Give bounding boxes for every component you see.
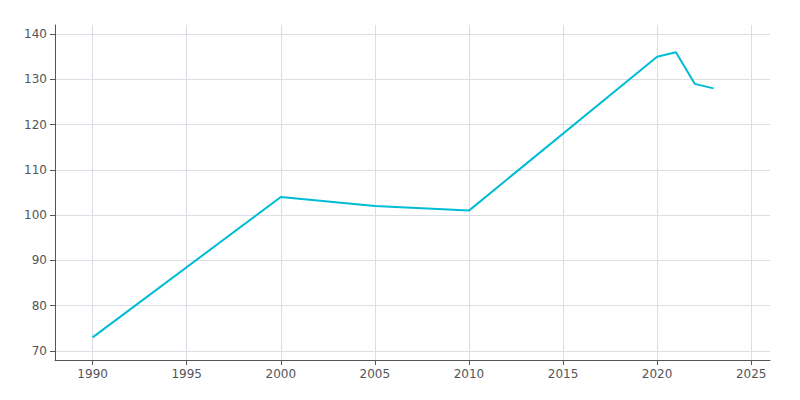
svg-text:2000: 2000: [266, 367, 297, 381]
svg-text:2025: 2025: [736, 367, 767, 381]
svg-text:1995: 1995: [171, 367, 202, 381]
svg-text:90: 90: [32, 253, 47, 267]
svg-text:110: 110: [24, 163, 47, 177]
svg-text:1990: 1990: [77, 367, 108, 381]
svg-text:70: 70: [32, 344, 47, 358]
svg-text:80: 80: [32, 299, 47, 313]
svg-text:120: 120: [24, 118, 47, 132]
svg-text:100: 100: [24, 208, 47, 222]
svg-text:140: 140: [24, 27, 47, 41]
svg-text:2010: 2010: [454, 367, 485, 381]
svg-text:2020: 2020: [642, 367, 673, 381]
svg-text:2015: 2015: [548, 367, 579, 381]
svg-text:2005: 2005: [360, 367, 391, 381]
svg-text:130: 130: [24, 72, 47, 86]
